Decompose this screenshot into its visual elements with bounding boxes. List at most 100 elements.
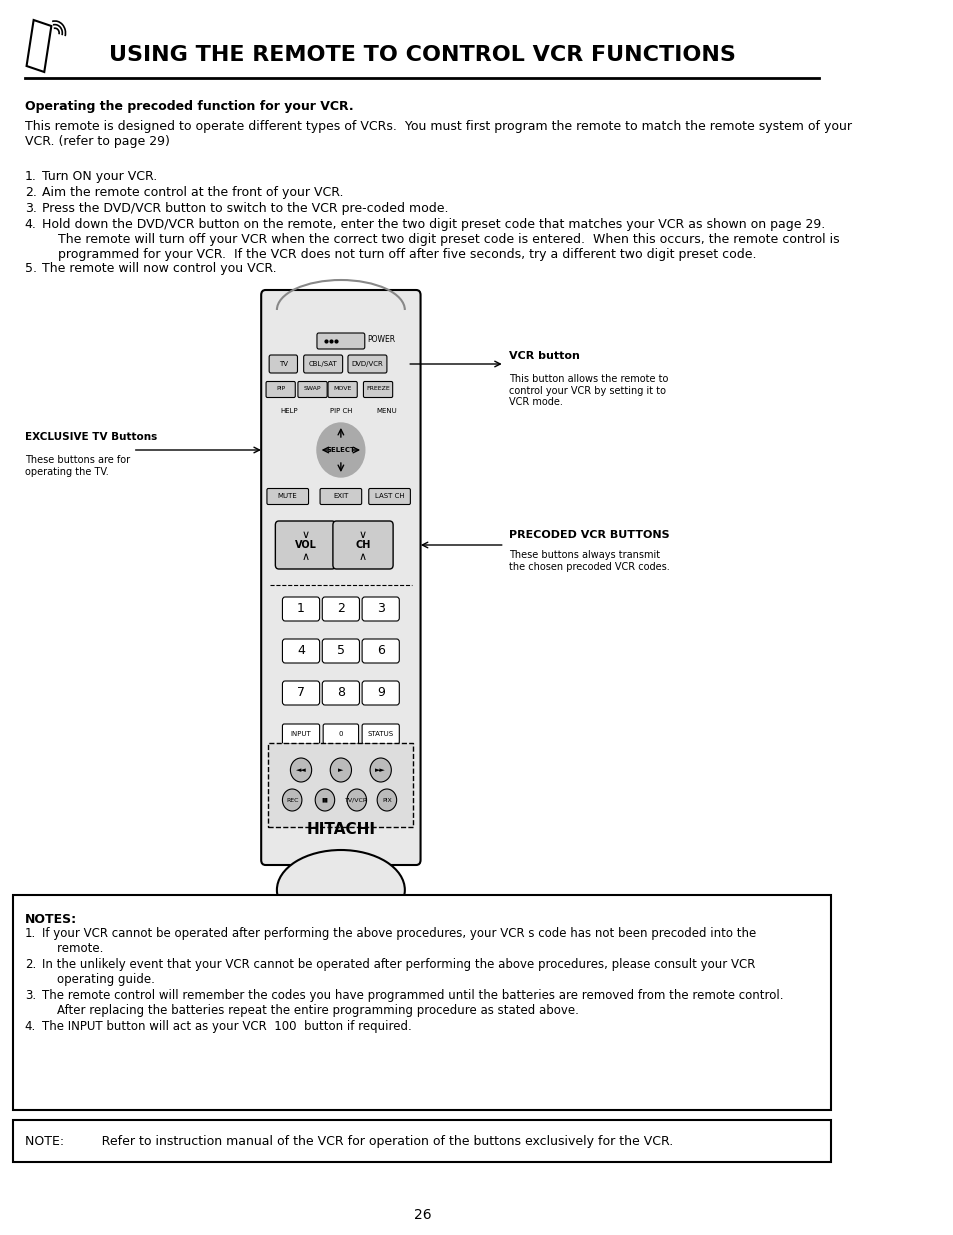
Text: This remote is designed to operate different types of VCRs.  You must first prog: This remote is designed to operate diffe… — [25, 120, 851, 148]
Text: HELP: HELP — [280, 408, 298, 414]
Text: 5: 5 — [336, 645, 344, 657]
Text: FREEZE: FREEZE — [366, 387, 390, 391]
FancyBboxPatch shape — [362, 724, 399, 743]
Circle shape — [290, 758, 312, 782]
Circle shape — [314, 789, 335, 811]
Text: MUTE: MUTE — [277, 493, 297, 499]
FancyBboxPatch shape — [297, 382, 327, 398]
FancyBboxPatch shape — [322, 638, 359, 663]
Text: 2.: 2. — [25, 958, 36, 971]
Text: ►►: ►► — [375, 767, 386, 773]
Text: ◄◄: ◄◄ — [295, 767, 306, 773]
Text: 2: 2 — [336, 603, 344, 615]
Text: 9: 9 — [376, 687, 384, 699]
Text: The remote will now control you VCR.: The remote will now control you VCR. — [43, 262, 276, 275]
Text: 26: 26 — [413, 1208, 431, 1221]
FancyBboxPatch shape — [282, 680, 319, 705]
FancyBboxPatch shape — [261, 290, 420, 864]
FancyBboxPatch shape — [362, 638, 399, 663]
Text: PIP CH: PIP CH — [330, 408, 352, 414]
Circle shape — [376, 789, 396, 811]
Text: VOL: VOL — [294, 540, 316, 550]
FancyBboxPatch shape — [322, 597, 359, 621]
Text: 3.: 3. — [25, 989, 36, 1002]
Text: EXCLUSIVE TV Buttons: EXCLUSIVE TV Buttons — [25, 432, 157, 442]
Text: 7: 7 — [296, 687, 305, 699]
FancyBboxPatch shape — [13, 895, 830, 1110]
Text: Turn ON your VCR.: Turn ON your VCR. — [43, 170, 157, 183]
Text: 0: 0 — [338, 731, 343, 737]
Text: STATUS: STATUS — [367, 731, 394, 737]
Text: 4.: 4. — [25, 1020, 36, 1032]
Text: ▮▮: ▮▮ — [321, 798, 328, 803]
Text: PIP: PIP — [275, 387, 285, 391]
Text: 4: 4 — [296, 645, 305, 657]
FancyBboxPatch shape — [348, 354, 387, 373]
Text: Operating the precoded function for your VCR.: Operating the precoded function for your… — [25, 100, 353, 112]
Circle shape — [370, 758, 391, 782]
Text: The INPUT button will act as your VCR  100  button if required.: The INPUT button will act as your VCR 10… — [43, 1020, 412, 1032]
Text: The remote control will remember the codes you have programmed until the batteri: The remote control will remember the cod… — [43, 989, 783, 1016]
Text: Aim the remote control at the front of your VCR.: Aim the remote control at the front of y… — [43, 186, 344, 199]
Text: NOTE:   Refer to instruction manual of the VCR for operation of the buttons excl: NOTE: Refer to instruction manual of the… — [25, 1135, 672, 1147]
Text: TV/VCR: TV/VCR — [345, 798, 368, 803]
FancyBboxPatch shape — [362, 680, 399, 705]
FancyBboxPatch shape — [323, 724, 358, 743]
FancyBboxPatch shape — [266, 382, 295, 398]
Text: Press the DVD/VCR button to switch to the VCR pre-coded mode.: Press the DVD/VCR button to switch to th… — [43, 203, 449, 215]
Text: ∧: ∧ — [358, 552, 367, 562]
Text: 6: 6 — [376, 645, 384, 657]
Text: In the unlikely event that your VCR cannot be operated after performing the abov: In the unlikely event that your VCR cann… — [43, 958, 755, 986]
FancyBboxPatch shape — [322, 680, 359, 705]
Text: EXIT: EXIT — [333, 493, 348, 499]
Text: If your VCR cannot be operated after performing the above procedures, your VCR s: If your VCR cannot be operated after per… — [43, 927, 756, 955]
FancyBboxPatch shape — [369, 489, 410, 505]
FancyBboxPatch shape — [282, 638, 319, 663]
FancyBboxPatch shape — [362, 597, 399, 621]
Circle shape — [330, 758, 351, 782]
Circle shape — [282, 789, 301, 811]
Text: Hold down the DVD/VCR button on the remote, enter the two digit preset code that: Hold down the DVD/VCR button on the remo… — [43, 219, 840, 261]
FancyBboxPatch shape — [303, 354, 342, 373]
Text: LAST CH: LAST CH — [375, 493, 404, 499]
FancyBboxPatch shape — [267, 489, 308, 505]
Text: 4.: 4. — [25, 219, 36, 231]
Text: VCR button: VCR button — [509, 351, 579, 361]
FancyBboxPatch shape — [328, 382, 356, 398]
Text: NOTES:: NOTES: — [25, 913, 77, 926]
FancyBboxPatch shape — [319, 489, 361, 505]
Text: These buttons are for
operating the TV.: These buttons are for operating the TV. — [25, 454, 130, 477]
Text: ∨: ∨ — [358, 530, 367, 540]
Text: HITACHI: HITACHI — [306, 823, 375, 837]
Ellipse shape — [276, 850, 404, 930]
Text: SELECT: SELECT — [326, 447, 355, 453]
FancyBboxPatch shape — [269, 354, 297, 373]
Text: USING THE REMOTE TO CONTROL VCR FUNCTIONS: USING THE REMOTE TO CONTROL VCR FUNCTION… — [109, 44, 735, 65]
Text: 1.: 1. — [25, 927, 36, 940]
Text: TV: TV — [278, 361, 288, 367]
Text: MOVE: MOVE — [334, 387, 352, 391]
Circle shape — [316, 424, 364, 477]
FancyBboxPatch shape — [333, 521, 393, 569]
FancyBboxPatch shape — [275, 521, 335, 569]
Text: This button allows the remote to
control your VCR by setting it to
VCR mode.: This button allows the remote to control… — [509, 374, 668, 408]
Text: MENU: MENU — [376, 408, 396, 414]
Text: PIX: PIX — [381, 798, 392, 803]
Text: 3: 3 — [376, 603, 384, 615]
Circle shape — [347, 789, 366, 811]
FancyBboxPatch shape — [282, 597, 319, 621]
Text: ∧: ∧ — [301, 552, 309, 562]
Text: 3.: 3. — [25, 203, 36, 215]
Text: 5.: 5. — [25, 262, 37, 275]
Text: CBL/SAT: CBL/SAT — [309, 361, 337, 367]
Text: INPUT: INPUT — [291, 731, 311, 737]
FancyBboxPatch shape — [363, 382, 393, 398]
Text: PRECODED VCR BUTTONS: PRECODED VCR BUTTONS — [509, 530, 669, 540]
FancyBboxPatch shape — [316, 333, 364, 350]
FancyBboxPatch shape — [268, 743, 413, 827]
Text: CH: CH — [355, 540, 371, 550]
Text: SWAP: SWAP — [303, 387, 321, 391]
FancyBboxPatch shape — [13, 1120, 830, 1162]
Text: 2.: 2. — [25, 186, 36, 199]
Text: DVD/VCR: DVD/VCR — [352, 361, 383, 367]
